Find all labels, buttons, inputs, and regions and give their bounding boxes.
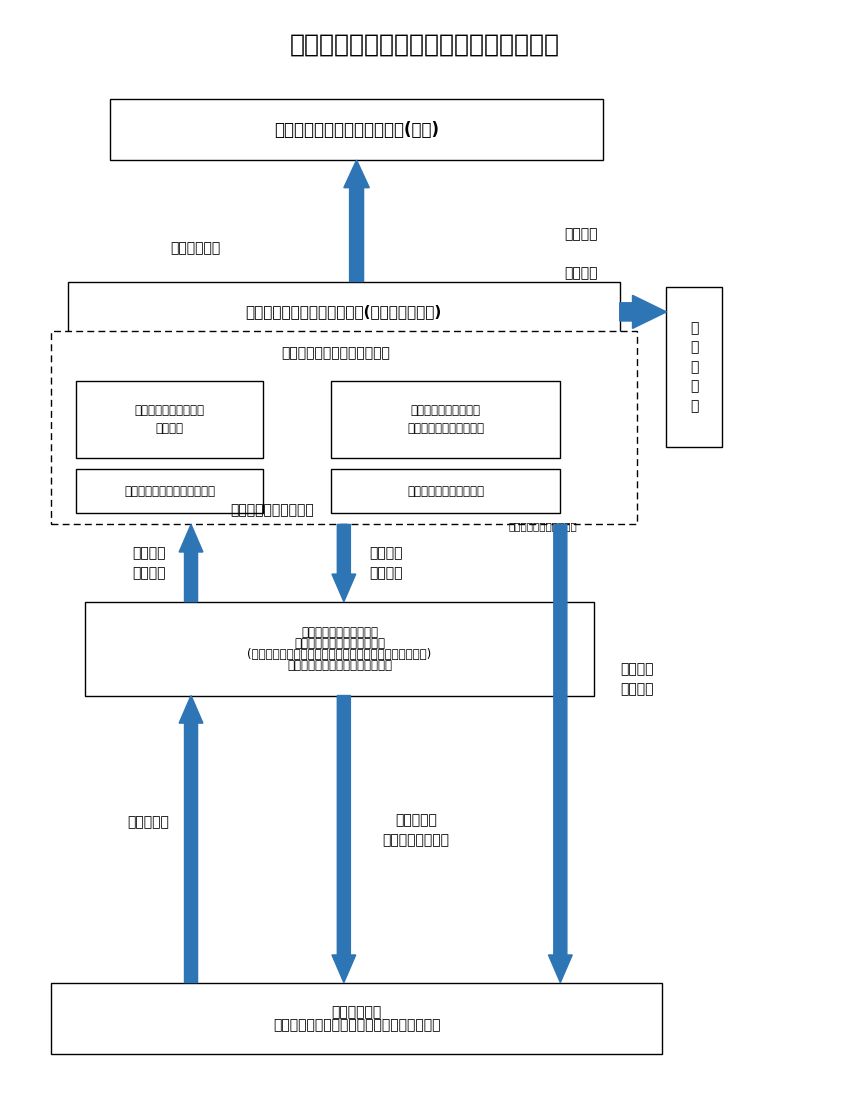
FancyBboxPatch shape: [51, 331, 637, 524]
Polygon shape: [332, 696, 356, 983]
Text: 安全保障輸出管理業務責任者: 安全保障輸出管理業務責任者: [294, 637, 385, 649]
Text: 安全保障輸出管理最高責任者(学長): 安全保障輸出管理最高責任者(学長): [274, 120, 439, 139]
Text: 二次審査
結果通知: 二次審査 結果通知: [620, 662, 654, 696]
Text: 二次審査報告: 二次審査報告: [170, 242, 220, 255]
Text: 一次審査
結果報告: 一次審査 結果報告: [132, 546, 166, 580]
Text: 最高責任者が指名した
安全保障輸出管理責任者: 最高責任者が指名した 安全保障輸出管理責任者: [408, 404, 484, 435]
FancyBboxPatch shape: [666, 287, 722, 447]
Text: 安全保障輸出管理統括責任者(副学長・委員長): 安全保障輸出管理統括責任者(副学長・委員長): [245, 305, 442, 319]
FancyBboxPatch shape: [51, 983, 662, 1054]
Text: 経
済
産
業
省: 経 済 産 業 省: [690, 321, 698, 413]
FancyBboxPatch shape: [76, 381, 263, 458]
Text: 委員長が必要と認めた者: 委員長が必要と認めた者: [408, 485, 484, 498]
Polygon shape: [332, 524, 356, 602]
FancyBboxPatch shape: [331, 469, 560, 513]
Text: 最高責任者が指名した
学長補佐: 最高責任者が指名した 学長補佐: [135, 404, 205, 435]
Text: 事前相談

許可申請: 事前相談 許可申請: [565, 227, 598, 280]
FancyBboxPatch shape: [76, 469, 263, 513]
Text: 申請支援／
一次審査結果通知: 申請支援／ 一次審査結果通知: [383, 814, 449, 847]
Text: 二次審査
結果報告: 二次審査 結果報告: [369, 546, 403, 580]
Text: 安全保障輸出管理業務責任者: 安全保障輸出管理業務責任者: [124, 485, 216, 498]
Text: 相談／申請: 相談／申請: [127, 816, 170, 829]
Text: 委員会所管：研究支援課: 委員会所管：研究支援課: [509, 521, 577, 532]
Text: 【事前確認・該非判定・用途／需要者確認】: 【事前確認・該非判定・用途／需要者確認】: [273, 1018, 441, 1032]
Polygon shape: [179, 524, 203, 602]
FancyBboxPatch shape: [331, 381, 560, 458]
Polygon shape: [344, 160, 369, 282]
FancyBboxPatch shape: [110, 99, 603, 160]
Text: (総務部長、教学部長、入試センター部長、研究推進部長): (総務部長、教学部長、入試センター部長、研究推進部長): [247, 648, 432, 660]
Text: 教職員、学生: 教職員、学生: [331, 1005, 382, 1019]
Text: 【取引審査（二次）】: 【取引審査（二次）】: [230, 503, 313, 517]
Polygon shape: [620, 296, 666, 329]
Polygon shape: [179, 696, 203, 983]
Text: 《安全保障輸出管理委員会》: 《安全保障輸出管理委員会》: [281, 347, 390, 360]
Polygon shape: [548, 524, 572, 983]
FancyBboxPatch shape: [68, 282, 620, 342]
Text: 【事前確認、取引審査（一次）】: 【事前確認、取引審査（一次）】: [287, 659, 392, 671]
Text: 安全保障輸出管理責任者: 安全保障輸出管理責任者: [301, 626, 378, 638]
FancyBboxPatch shape: [85, 602, 594, 696]
Text: 中京大学における安全保障輸出管理体制: 中京大学における安全保障輸出管理体制: [290, 32, 559, 56]
